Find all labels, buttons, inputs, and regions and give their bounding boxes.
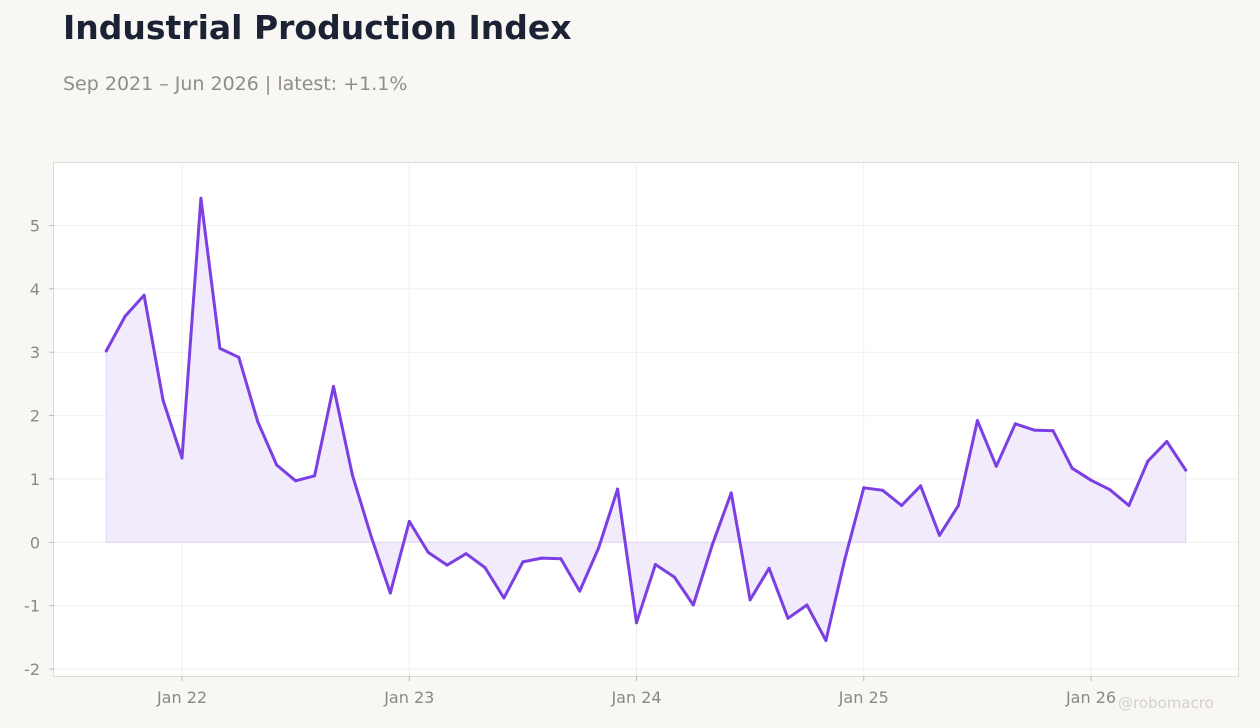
x-tick-label: Jan 26 xyxy=(1065,688,1116,707)
watermark: @robomacro xyxy=(1118,694,1214,712)
data-point xyxy=(294,479,298,483)
data-point xyxy=(767,566,771,570)
data-point xyxy=(388,591,392,595)
data-point xyxy=(369,535,373,539)
y-tick-label: 5 xyxy=(30,217,40,236)
data-point xyxy=(445,563,449,567)
data-point xyxy=(691,603,695,607)
data-point xyxy=(123,314,127,318)
data-point xyxy=(900,504,904,507)
data-point xyxy=(161,398,165,402)
data-point xyxy=(256,420,260,424)
x-axis: Jan 22 Jan 23 Jan 24 Jan 25 Jan 26 xyxy=(156,676,1116,707)
data-point xyxy=(919,484,923,488)
data-point xyxy=(350,473,354,477)
data-point xyxy=(597,546,601,550)
data-point xyxy=(521,560,525,564)
data-point xyxy=(1146,459,1150,463)
data-point xyxy=(710,543,714,547)
y-tick-label: 0 xyxy=(30,533,40,552)
data-point xyxy=(881,488,885,492)
data-point xyxy=(1013,422,1017,426)
x-tick-label: Jan 23 xyxy=(383,688,434,707)
data-point xyxy=(1127,504,1131,507)
data-point xyxy=(975,419,979,423)
data-point xyxy=(1108,488,1112,492)
data-point xyxy=(237,355,241,359)
data-point xyxy=(142,293,146,297)
series-line xyxy=(104,196,1188,642)
x-tick-label: Jan 22 xyxy=(156,688,207,707)
data-point xyxy=(824,639,828,642)
data-points xyxy=(104,196,1188,642)
y-tick-label: 3 xyxy=(30,343,40,362)
data-point xyxy=(483,566,487,570)
data-point xyxy=(1184,468,1188,472)
data-point xyxy=(1051,429,1055,433)
data-point xyxy=(502,596,506,600)
data-point xyxy=(540,556,544,560)
data-point xyxy=(332,384,335,388)
data-point xyxy=(805,603,809,607)
data-point xyxy=(994,464,998,468)
x-tick-label: Jan 25 xyxy=(838,688,889,707)
data-point xyxy=(748,598,752,602)
data-point xyxy=(729,491,733,495)
data-point xyxy=(862,486,866,490)
data-point xyxy=(1070,466,1074,470)
data-point xyxy=(578,589,582,593)
y-axis: -2 -1 0 1 2 3 4 5 xyxy=(24,217,54,679)
data-point xyxy=(275,463,279,467)
data-point xyxy=(1165,440,1169,443)
data-point xyxy=(559,557,563,561)
y-tick-label: 4 xyxy=(30,280,40,299)
y-tick-label: 2 xyxy=(30,407,40,426)
data-point xyxy=(635,621,638,625)
data-point xyxy=(104,349,108,353)
data-point xyxy=(672,575,676,579)
chart-subtitle: Sep 2021 – Jun 2026 | latest: +1.1% xyxy=(63,73,408,95)
data-point xyxy=(938,533,941,537)
data-point xyxy=(843,557,847,561)
x-tick-label: Jan 24 xyxy=(610,688,661,707)
data-point xyxy=(1032,428,1036,432)
data-point xyxy=(313,474,317,478)
data-point xyxy=(407,519,411,523)
data-point xyxy=(199,196,203,200)
data-point xyxy=(464,552,468,556)
chart-title: Industrial Production Index xyxy=(63,8,572,47)
data-point xyxy=(616,487,620,491)
data-point xyxy=(426,550,430,554)
data-point xyxy=(1089,478,1093,482)
data-point xyxy=(653,563,657,566)
y-tick-label: -2 xyxy=(24,660,40,679)
data-point xyxy=(218,346,222,350)
data-point xyxy=(180,456,184,460)
y-tick-label: -1 xyxy=(24,597,40,616)
y-tick-label: 1 xyxy=(30,470,40,489)
data-point xyxy=(786,616,790,620)
data-point xyxy=(956,504,960,507)
